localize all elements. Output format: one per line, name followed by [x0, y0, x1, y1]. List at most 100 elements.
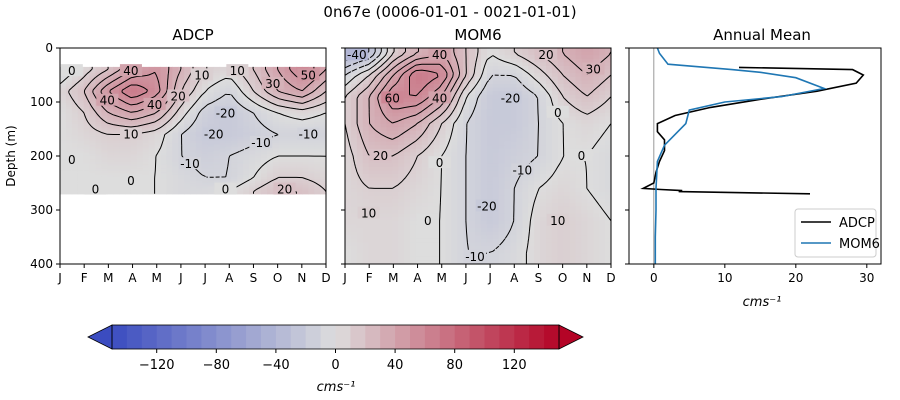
heatmap-cell — [498, 188, 506, 193]
heatmap-cell — [101, 162, 108, 165]
heatmap-cell — [540, 206, 547, 211]
heatmap-cell — [486, 105, 494, 110]
heatmap-cell — [569, 213, 577, 218]
heatmap-cell — [160, 172, 167, 176]
mom6-panel: MOM6 -4020406030-10-20-1020104000010-200… — [341, 26, 616, 285]
heatmap-cell — [207, 90, 215, 93]
heatmap-cell — [557, 152, 565, 157]
heatmap-cell — [545, 145, 553, 150]
heatmap-cell — [237, 119, 244, 123]
heatmap-cell — [130, 115, 138, 119]
heatmap-cell — [415, 192, 423, 197]
heatmap-cell — [439, 145, 447, 150]
heatmap-cell — [480, 170, 488, 175]
heatmap-cell — [154, 121, 162, 125]
heatmap-cell — [243, 96, 250, 100]
heatmap-cell — [77, 119, 85, 123]
heatmap-cell — [528, 69, 535, 74]
heatmap-cell — [243, 153, 250, 157]
heatmap-cell — [528, 188, 535, 193]
heatmap-cell — [83, 90, 91, 93]
heatmap-cell — [410, 130, 417, 135]
heatmap-cell — [184, 119, 191, 123]
heatmap-cell — [260, 92, 268, 95]
heatmap-cell — [398, 141, 405, 146]
heatmap-cell — [469, 102, 476, 107]
heatmap-cell — [368, 69, 376, 74]
heatmap-cell — [415, 130, 423, 135]
heatmap-cell — [148, 185, 156, 189]
heatmap-cell — [463, 105, 470, 110]
heatmap-cell — [237, 100, 244, 104]
heatmap-cell — [492, 84, 500, 89]
heatmap-cell — [540, 156, 547, 161]
heatmap-cell — [65, 181, 73, 184]
heatmap-cell — [415, 156, 423, 161]
heatmap-cell — [445, 116, 452, 121]
heatmap-cell — [113, 140, 120, 144]
heatmap-cell — [190, 143, 197, 146]
heatmap-cell — [195, 104, 203, 108]
heatmap-cell — [427, 174, 435, 179]
heatmap-cell — [451, 69, 458, 74]
heatmap-cell — [243, 102, 250, 106]
heatmap-cell — [266, 166, 274, 170]
heatmap-cell — [350, 73, 358, 78]
heatmap-cell — [398, 138, 405, 143]
heatmap-cell — [89, 172, 97, 176]
heatmap-cell — [219, 179, 227, 182]
heatmap-cell — [374, 166, 382, 171]
heatmap-cell — [480, 210, 488, 215]
heatmap-cell — [486, 48, 494, 53]
heatmap-cell — [290, 88, 298, 91]
heatmap-cell — [119, 153, 126, 157]
heatmap-cell — [605, 174, 611, 179]
heatmap-cell — [415, 112, 423, 117]
heatmap-cell — [551, 102, 559, 107]
heatmap-cell — [302, 88, 309, 91]
heatmap-cell — [296, 85, 303, 89]
heatmap-cell — [498, 138, 506, 143]
heatmap-cell — [392, 87, 399, 92]
heatmap-cell — [190, 170, 197, 174]
heatmap-cell — [255, 189, 262, 193]
heatmap-cell — [350, 184, 358, 189]
heatmap-cell — [166, 157, 173, 161]
heatmap-cell — [563, 134, 571, 139]
heatmap-cell — [457, 184, 464, 189]
heatmap-cell — [374, 141, 382, 146]
heatmap-cell — [557, 116, 565, 121]
heatmap-cell — [201, 81, 209, 85]
heatmap-cell — [551, 123, 559, 128]
heatmap-cell — [154, 181, 162, 184]
heatmap-cell — [480, 102, 488, 107]
heatmap-cell — [249, 132, 256, 136]
heatmap-cell — [475, 166, 482, 171]
heatmap-cell — [457, 156, 464, 161]
heatmap-cell — [551, 66, 559, 71]
heatmap-cell — [314, 174, 321, 178]
heatmap-cell — [386, 66, 393, 71]
heatmap-cell — [243, 149, 250, 153]
heatmap-cell — [510, 66, 518, 71]
heatmap-cell — [190, 113, 197, 117]
adcp-ylabel: Depth (m) — [4, 125, 18, 186]
heatmap-cell — [113, 157, 120, 161]
heatmap-cell — [119, 187, 126, 191]
heatmap-cell — [284, 151, 292, 155]
heatmap-cell — [404, 80, 411, 85]
heatmap-cell — [433, 195, 441, 200]
heatmap-cell — [166, 111, 173, 115]
heatmap-cell — [540, 80, 547, 85]
heatmap-cell — [148, 176, 156, 180]
heatmap-cell — [540, 130, 547, 135]
heatmap-cell — [184, 143, 191, 146]
heatmap-cell — [392, 195, 399, 200]
heatmap-cell — [415, 141, 423, 146]
heatmap-cell — [154, 96, 162, 100]
heatmap-cell — [356, 134, 364, 139]
heatmap-cell — [142, 85, 150, 89]
heatmap-cell — [190, 174, 197, 178]
mom6-title: MOM6 — [454, 26, 501, 44]
heatmap-cell — [160, 145, 167, 148]
